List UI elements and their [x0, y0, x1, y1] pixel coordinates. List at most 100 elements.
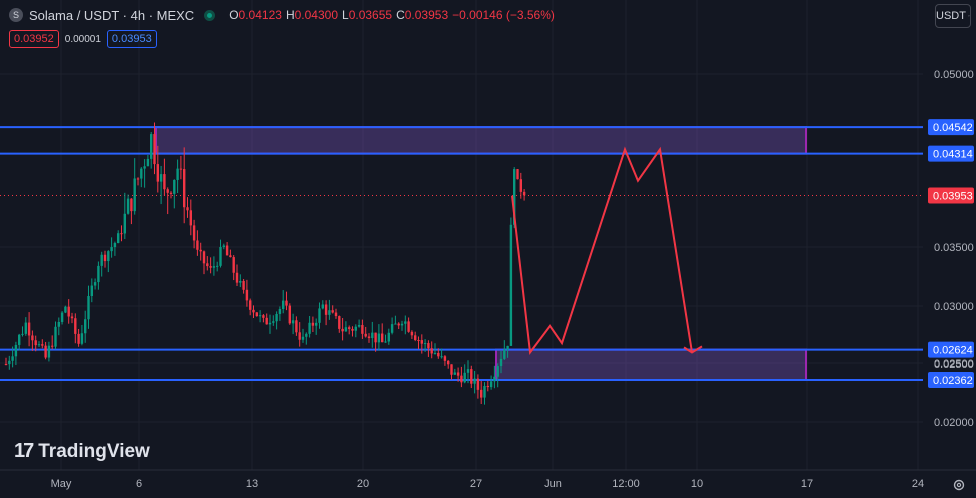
- candle-body: [381, 333, 384, 343]
- candle-body: [216, 265, 219, 267]
- candle-body: [120, 233, 123, 235]
- candle-body: [298, 332, 301, 340]
- candle-body: [433, 352, 437, 354]
- candle-body: [110, 247, 113, 252]
- time-tick-label: 20: [357, 478, 369, 490]
- candle-body: [377, 333, 381, 343]
- candle-body: [324, 304, 328, 315]
- quote-boxes: 0.03952 0.00001 0.03953: [9, 30, 157, 48]
- candle-body: [258, 315, 262, 317]
- candle-body: [516, 169, 519, 180]
- candle-body: [225, 245, 229, 256]
- projection-layer: [511, 146, 703, 356]
- candle-body: [80, 333, 84, 344]
- candle-body: [272, 321, 275, 323]
- candle-body: [232, 257, 235, 273]
- candle-body: [255, 312, 258, 317]
- candle-body: [480, 389, 483, 398]
- candle-body: [57, 321, 60, 327]
- candle-body: [189, 210, 192, 226]
- candle-body: [262, 315, 265, 318]
- time-tick-label: 24: [912, 478, 924, 490]
- candle-body: [295, 320, 298, 333]
- price-tick-label: 0.02000: [934, 417, 974, 429]
- candle-body: [417, 340, 420, 342]
- candle-body: [245, 289, 249, 301]
- currency-button[interactable]: USDT: [935, 4, 971, 28]
- candle-body: [496, 366, 499, 377]
- ohlc-item: L0.03655: [342, 8, 392, 22]
- ohlc-item: −0.00146 (−3.56%): [452, 8, 555, 22]
- candle-body: [252, 309, 255, 313]
- candle-body: [113, 243, 117, 248]
- market-status-icon[interactable]: [204, 9, 216, 21]
- logo-mark: 17: [14, 440, 34, 462]
- price-axis[interactable]: 0.05000 0.03500 0.03000 0.02500 0.02000 0.045…: [925, 0, 976, 470]
- candle-body: [100, 254, 103, 266]
- candle-body: [344, 327, 348, 332]
- candle-body: [156, 164, 159, 182]
- candle-body: [509, 224, 513, 346]
- supply-zone: [155, 126, 807, 155]
- chevron-down-icon: [968, 15, 970, 17]
- candle-body: [103, 254, 107, 262]
- chart-header: S Solama / USDT · 4h · MEXC O0.04123 H0.0…: [0, 0, 555, 30]
- candle-body: [126, 198, 130, 214]
- candle-body: [37, 344, 41, 346]
- symbol-icon: S: [9, 8, 23, 22]
- candle-body: [222, 245, 225, 247]
- candle-body: [473, 378, 476, 384]
- candle-body: [394, 323, 397, 325]
- candle-body: [31, 335, 34, 341]
- ask-price-box[interactable]: 0.03953: [106, 30, 157, 48]
- candle-body: [219, 246, 222, 266]
- price-tick-label: 0.03000: [934, 301, 974, 313]
- candle-body: [420, 340, 423, 344]
- price-axis-bg: [925, 0, 976, 470]
- candle-body: [456, 372, 460, 376]
- time-tick-label: 12:00: [612, 478, 640, 490]
- candle-body: [334, 312, 338, 317]
- candle-body: [166, 189, 169, 193]
- candle-body: [410, 331, 414, 336]
- candle-body: [123, 213, 126, 234]
- candle-body: [470, 369, 473, 384]
- candle-body: [404, 321, 407, 324]
- candle-body: [506, 345, 509, 350]
- candle-body: [54, 326, 57, 347]
- candle-body: [140, 168, 143, 179]
- price-label-text: 0.02624: [933, 345, 973, 357]
- candle-body: [414, 335, 417, 341]
- candle-body: [47, 345, 51, 358]
- candle-body: [354, 326, 357, 331]
- candle-body: [229, 255, 232, 258]
- time-axis[interactable]: May 6 13 20 27 Jun 12:00 10 17 24: [0, 469, 976, 490]
- gear-icon[interactable]: [952, 478, 966, 492]
- candle-body: [387, 332, 390, 342]
- time-tick-label: 13: [246, 478, 258, 490]
- candle-body: [206, 263, 209, 267]
- candle-body: [341, 328, 344, 332]
- candle-body: [503, 349, 506, 359]
- ohlc-key: H: [285, 8, 295, 22]
- candle-body: [14, 344, 18, 357]
- candle-body: [483, 385, 486, 398]
- candle-body: [305, 333, 308, 337]
- candle-body: [209, 266, 212, 268]
- candle-body: [169, 192, 173, 194]
- bid-price-box[interactable]: 0.03952: [9, 30, 59, 48]
- symbol-title[interactable]: Solama / USDT · 4h · MEXC: [29, 7, 195, 23]
- time-tick-label: 17: [801, 478, 813, 490]
- ohlc-value: 0.03655: [348, 8, 393, 22]
- ohlc-value: 0.04123: [238, 8, 282, 22]
- candle-body: [192, 225, 196, 241]
- candle-body: [11, 356, 14, 361]
- candle-body: [268, 322, 272, 325]
- ohlc-value: 0.03953: [404, 8, 449, 22]
- candle-body: [453, 372, 456, 375]
- candle-body: [4, 364, 8, 365]
- candle-body: [361, 325, 364, 334]
- time-tick-label: 10: [691, 478, 703, 490]
- candle-body: [77, 333, 80, 344]
